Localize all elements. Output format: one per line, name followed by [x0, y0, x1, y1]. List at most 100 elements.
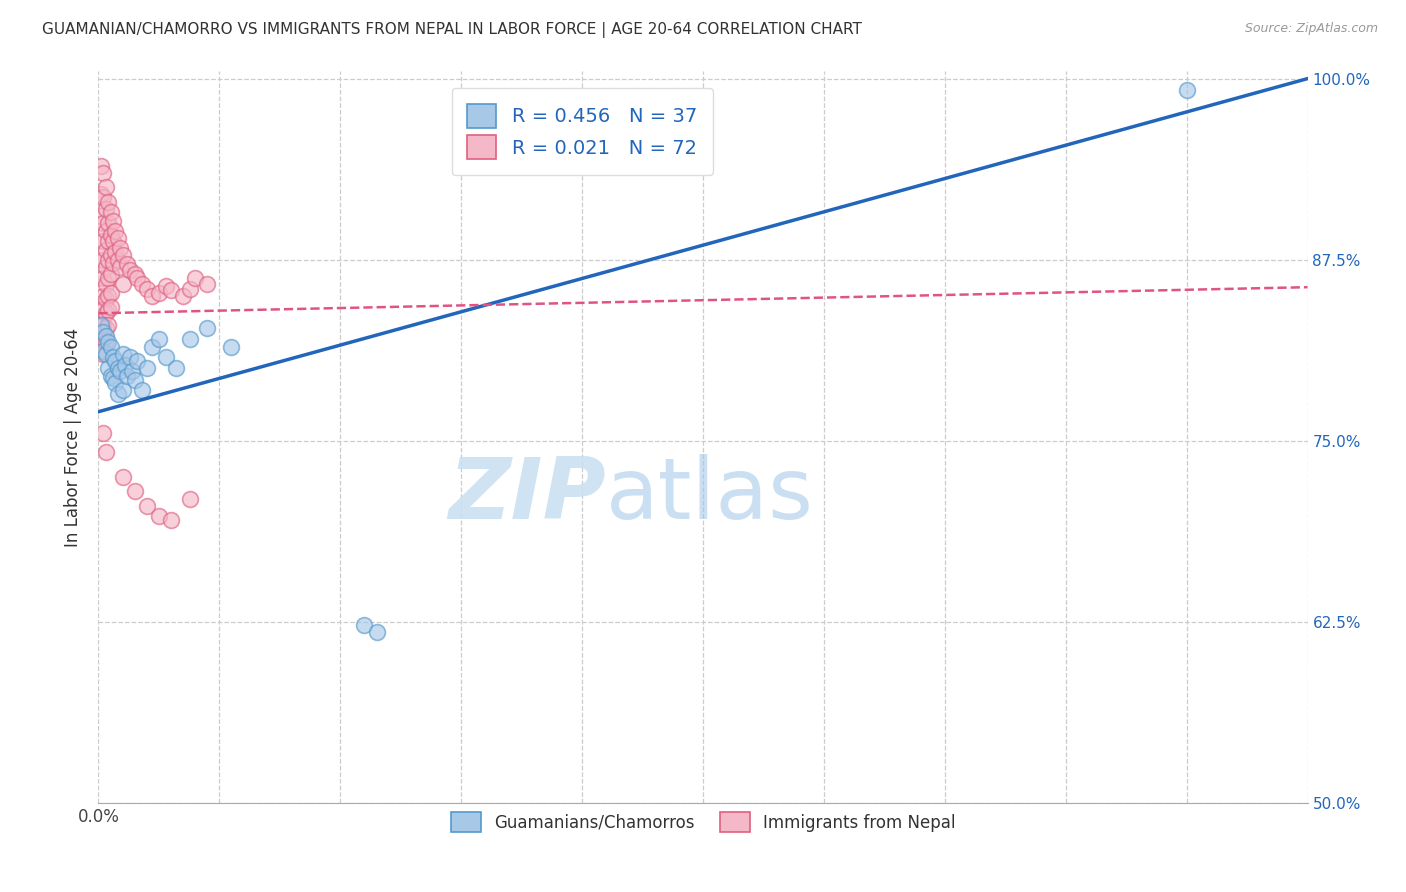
Point	[97, 194, 120, 209]
Text: GUAMANIAN/CHAMORRO VS IMMIGRANTS FROM NEPAL IN LABOR FORCE | AGE 20-64 CORRELATI: GUAMANIAN/CHAMORRO VS IMMIGRANTS FROM NE…	[42, 22, 862, 38]
Point	[124, 267, 146, 281]
Text: Source: ZipAtlas.com: Source: ZipAtlas.com	[1244, 22, 1378, 36]
Point	[94, 445, 117, 459]
Point	[97, 361, 120, 376]
Point	[131, 277, 153, 292]
Point	[97, 252, 120, 267]
Point	[148, 285, 170, 300]
Point	[100, 285, 122, 300]
Text: atlas: atlas	[606, 454, 814, 537]
Point	[124, 484, 146, 499]
Point	[91, 271, 114, 285]
Point	[160, 513, 183, 527]
Point	[135, 499, 157, 513]
Point	[117, 257, 139, 271]
Point	[100, 248, 122, 262]
Point	[90, 209, 112, 223]
Point	[94, 320, 117, 334]
Point	[107, 231, 129, 245]
Point	[141, 289, 163, 303]
Point	[107, 252, 129, 267]
Point	[131, 383, 153, 397]
Point	[111, 383, 134, 397]
Point	[172, 289, 194, 303]
Point	[104, 245, 127, 260]
Point	[1175, 83, 1198, 97]
Point	[100, 301, 122, 315]
Point	[91, 166, 114, 180]
Point	[366, 624, 388, 639]
Point	[91, 234, 114, 248]
Point	[117, 368, 139, 383]
Point	[91, 252, 114, 267]
Point	[135, 282, 157, 296]
Point	[97, 234, 120, 248]
Point	[118, 350, 141, 364]
Point	[108, 364, 131, 378]
Point	[94, 224, 117, 238]
Point	[101, 350, 124, 364]
Point	[91, 343, 114, 358]
Point	[91, 332, 114, 346]
Point	[179, 491, 201, 506]
Point	[97, 271, 120, 285]
Point	[104, 354, 127, 368]
Legend: Guamanians/Chamorros, Immigrants from Nepal: Guamanians/Chamorros, Immigrants from Ne…	[444, 805, 962, 838]
Point	[114, 359, 136, 373]
Point	[135, 361, 157, 376]
Point	[111, 248, 134, 262]
Point	[101, 234, 124, 248]
Point	[221, 340, 243, 354]
Point	[94, 180, 117, 194]
Point	[118, 262, 141, 277]
Point	[127, 354, 149, 368]
Point	[97, 335, 120, 350]
Point	[94, 347, 117, 361]
Point	[90, 318, 112, 332]
Point	[101, 255, 124, 269]
Point	[104, 376, 127, 390]
Point	[179, 282, 201, 296]
Point	[90, 159, 112, 173]
Point	[94, 329, 117, 343]
Point	[108, 241, 131, 255]
Point	[124, 373, 146, 387]
Point	[94, 277, 117, 292]
Point	[100, 340, 122, 354]
Point	[94, 260, 117, 274]
Point	[127, 271, 149, 285]
Point	[148, 332, 170, 346]
Point	[155, 278, 177, 293]
Point	[90, 187, 112, 202]
Point	[91, 289, 114, 303]
Point	[91, 303, 114, 318]
Point	[101, 213, 124, 227]
Point	[353, 617, 375, 632]
Point	[97, 216, 120, 230]
Point	[94, 243, 117, 257]
Point	[100, 227, 122, 242]
Point	[111, 347, 134, 361]
Point	[108, 260, 131, 274]
Point	[155, 350, 177, 364]
Point	[179, 332, 201, 346]
Point	[94, 202, 117, 216]
Point	[184, 271, 207, 285]
Point	[107, 387, 129, 401]
Point	[107, 361, 129, 376]
Point	[91, 190, 114, 204]
Point	[100, 267, 122, 281]
Point	[100, 205, 122, 219]
Point	[91, 325, 114, 339]
Point	[97, 303, 120, 318]
Point	[91, 318, 114, 332]
Text: ZIP: ZIP	[449, 454, 606, 537]
Point	[111, 277, 134, 292]
Point	[94, 306, 117, 320]
Point	[141, 340, 163, 354]
Point	[101, 371, 124, 385]
Point	[91, 426, 114, 441]
Point	[97, 318, 120, 332]
Y-axis label: In Labor Force | Age 20-64: In Labor Force | Age 20-64	[65, 327, 83, 547]
Point	[97, 289, 120, 303]
